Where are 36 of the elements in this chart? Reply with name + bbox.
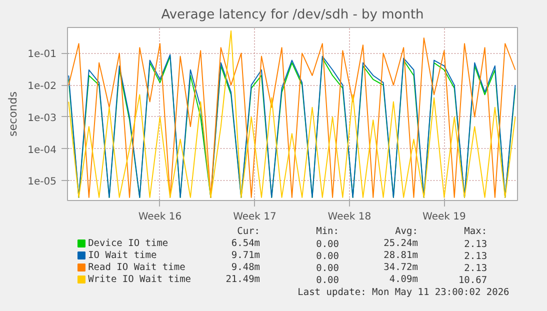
text: 0.00 [316,251,340,262]
legend-label: Read IO Wait time [88,262,186,273]
text: 0.00 [316,239,340,250]
y-tick-label: 1e-04 [28,144,57,156]
text: 9.71m [231,250,260,261]
y-tick-label: 1e-01 [28,49,57,60]
y-tick-label: 1e-03 [28,112,57,124]
text: 9.48m [231,262,260,273]
text: Min: [316,226,339,237]
text: 34.72m [384,262,418,273]
chart-title: Average latency for /dev/sdh - by month [161,8,424,22]
y-tick-label: 1e-02 [28,81,57,92]
y-axis-title: seconds [6,91,20,136]
text: 0.00 [316,275,340,286]
text: Max: [464,226,488,237]
text: 0.00 [316,263,340,274]
legend-label: IO Wait time [88,250,157,261]
legend-label: Device IO time [88,238,168,249]
text: 2.13 [464,263,488,274]
text: 25.24m [384,238,418,249]
text: 2.13 [464,239,488,250]
text: Avg: [395,226,418,237]
text: 10.67 [458,275,488,286]
x-tick-label: Week 17 [233,212,276,222]
text: 28.81m [384,250,418,261]
text: 4.09m [389,274,418,285]
text: 2.13 [464,251,488,262]
legend-label: Write IO Wait time [88,274,192,285]
x-tick-label: Week 18 [328,212,372,222]
text: 21.49m [226,274,260,285]
text: Last update: Mon May 11 23:00:02 2026 [298,287,510,298]
y-tick-label: 1e-05 [28,176,57,188]
x-tick-label: Week 16 [138,212,182,222]
text: Cur: [237,226,260,237]
text: 6.54m [231,238,260,249]
x-tick-label: Week 19 [422,212,466,222]
